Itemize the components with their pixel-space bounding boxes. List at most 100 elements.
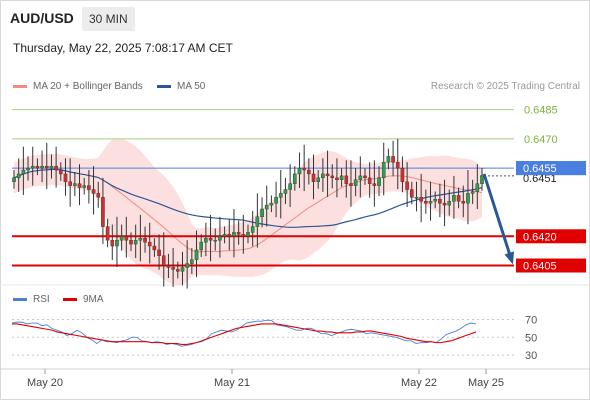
chart-datetime: Thursday, May 22, 2025 7:08:17 AM CET bbox=[13, 41, 233, 55]
candle-body bbox=[367, 177, 372, 184]
candle-body bbox=[190, 259, 194, 264]
candle-body bbox=[199, 241, 204, 251]
candle-body bbox=[428, 201, 433, 204]
rsi-label: RSI bbox=[33, 294, 50, 305]
candle-body bbox=[63, 173, 68, 182]
candle-body bbox=[353, 179, 358, 186]
legend-rsi: RSI bbox=[13, 294, 50, 305]
candle-body bbox=[166, 265, 171, 268]
projection-arrow-shaft bbox=[482, 173, 514, 262]
level-label-0.6485: 0.6485 bbox=[524, 105, 558, 117]
legend-9ma: 9MA bbox=[63, 294, 104, 305]
candle-body bbox=[377, 177, 381, 186]
candle-body bbox=[274, 197, 278, 204]
level-badge-0.6420 bbox=[516, 229, 586, 244]
candle-body bbox=[44, 165, 49, 169]
candle-body bbox=[26, 167, 30, 171]
pivot-label-overlay: 0.6455 bbox=[523, 163, 557, 175]
ma50-label: MA 50 bbox=[177, 81, 206, 92]
candle-body bbox=[82, 185, 86, 188]
candle-body bbox=[157, 249, 161, 256]
level-badge-0.6405 bbox=[516, 258, 586, 273]
candle-body bbox=[264, 204, 269, 210]
candle-body bbox=[358, 175, 363, 180]
candle-body bbox=[222, 234, 227, 237]
candle-body bbox=[293, 173, 297, 184]
candle-body bbox=[288, 183, 292, 190]
bollinger-band bbox=[14, 138, 482, 286]
candle-body bbox=[419, 197, 423, 202]
candle-body bbox=[269, 202, 274, 206]
candle-body bbox=[138, 238, 143, 241]
candle-body bbox=[213, 239, 218, 242]
candle-body bbox=[452, 195, 456, 202]
candle-body bbox=[54, 165, 58, 171]
candle-body bbox=[12, 177, 16, 182]
candle-body bbox=[208, 238, 213, 241]
candle-body bbox=[325, 173, 330, 177]
ma50-swatch bbox=[157, 85, 171, 88]
level-label-0.6420: 0.6420 bbox=[523, 231, 557, 243]
ma50-line bbox=[13, 168, 483, 228]
candle-body bbox=[330, 175, 335, 179]
candle-body bbox=[77, 183, 82, 188]
candle-body bbox=[335, 177, 339, 180]
timeframe-button[interactable]: 30 MIN bbox=[82, 7, 135, 31]
candle-body bbox=[232, 232, 236, 237]
candle-body bbox=[405, 181, 409, 190]
candle-body bbox=[119, 236, 124, 241]
candle-body bbox=[307, 169, 311, 175]
ma20-swatch bbox=[13, 85, 27, 88]
candle-body bbox=[250, 226, 255, 233]
ma20-label: MA 20 + Bollinger Bands bbox=[33, 81, 143, 92]
rsi-tick-30: 30 bbox=[525, 350, 537, 362]
candle-body bbox=[101, 197, 105, 227]
candle-body bbox=[143, 238, 147, 243]
candle-body bbox=[321, 173, 325, 179]
rsi-tick-70: 70 bbox=[525, 314, 537, 326]
candle-body bbox=[241, 234, 246, 237]
candle-body bbox=[456, 195, 461, 202]
candle-body bbox=[316, 177, 321, 182]
candle-body bbox=[410, 189, 414, 198]
legend-ma50: MA 50 bbox=[157, 81, 205, 92]
candle-body bbox=[395, 162, 400, 169]
x-tick-label: May 21 bbox=[214, 377, 250, 389]
candle-body bbox=[73, 183, 77, 186]
candle-body bbox=[49, 165, 54, 169]
candle-body bbox=[363, 175, 367, 179]
candle-body bbox=[115, 239, 119, 247]
candle-body bbox=[424, 201, 428, 204]
candle-body bbox=[185, 263, 189, 268]
candle-body bbox=[461, 201, 466, 204]
rsi-tick-50: 50 bbox=[525, 332, 537, 344]
candle-body bbox=[175, 269, 180, 272]
last-price-label: 0.6451 bbox=[523, 173, 557, 185]
candle-body bbox=[391, 156, 395, 163]
candle-body bbox=[91, 189, 96, 194]
candle-body bbox=[260, 208, 264, 218]
rsi-series-9MA bbox=[12, 323, 477, 345]
candle-body bbox=[152, 245, 157, 251]
candle-body bbox=[129, 239, 133, 245]
pivot-badge-overlay bbox=[516, 161, 586, 176]
candle-body bbox=[87, 185, 91, 190]
candle-body bbox=[30, 165, 35, 169]
candle-body bbox=[311, 173, 316, 182]
x-tick-label: May 22 bbox=[401, 377, 437, 389]
candle-body bbox=[480, 175, 484, 184]
candle-body bbox=[438, 199, 442, 204]
ma9-label: 9MA bbox=[83, 294, 104, 305]
candle-body bbox=[180, 267, 185, 272]
candle-body bbox=[255, 216, 260, 227]
candle-body bbox=[278, 193, 283, 198]
candle-body bbox=[447, 201, 452, 206]
candle-body bbox=[68, 181, 72, 186]
candle-body bbox=[35, 165, 40, 169]
x-tick-label: May 25 bbox=[468, 377, 504, 389]
candle-body bbox=[147, 241, 152, 247]
x-tick-label: May 20 bbox=[27, 377, 63, 389]
level-label-0.6470: 0.6470 bbox=[524, 134, 558, 146]
candle-body bbox=[16, 173, 21, 179]
